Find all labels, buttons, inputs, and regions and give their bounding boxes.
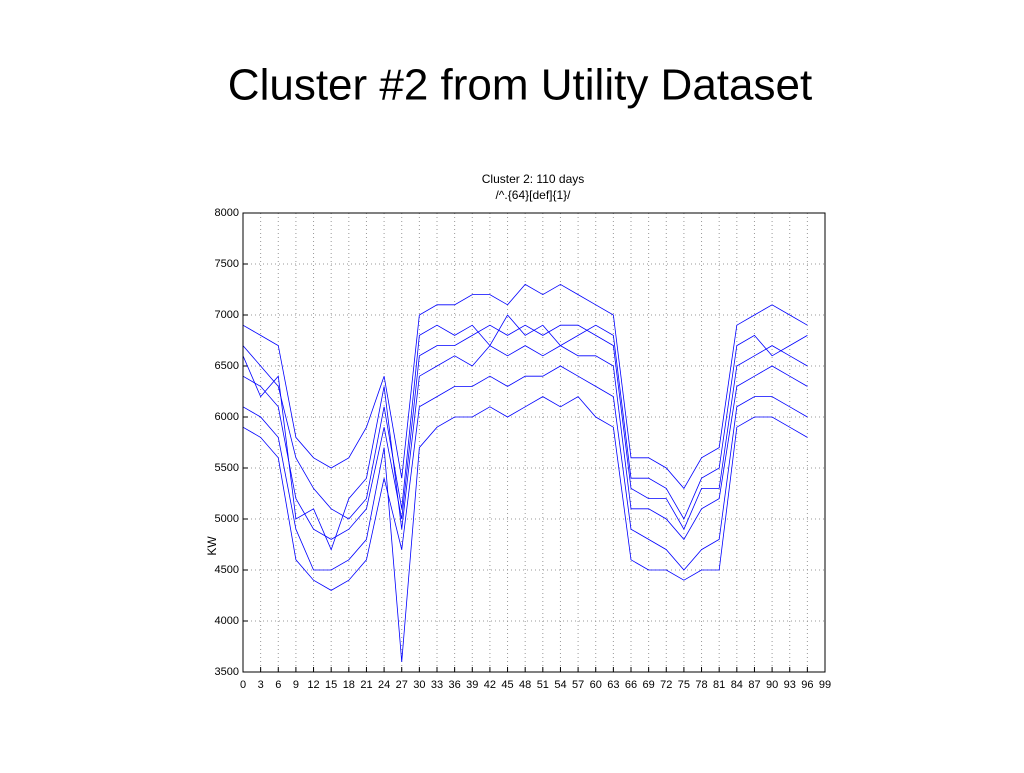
x-tick-label: 33 — [431, 679, 443, 691]
y-tick-label: 5500 — [215, 462, 239, 474]
x-tick-label: 24 — [378, 679, 390, 691]
x-tick-label: 30 — [413, 679, 425, 691]
x-tick-label: 48 — [519, 679, 531, 691]
x-tick-label: 96 — [801, 679, 813, 691]
chart-title: Cluster 2: 110 days — [482, 172, 585, 186]
chart-subtitle: /^.{64}[def]{1}/ — [495, 188, 571, 202]
y-tick-label: 7500 — [215, 258, 239, 270]
x-tick-label: 0 — [240, 679, 246, 691]
y-tick-label: 7000 — [215, 309, 239, 321]
series-line — [243, 283, 808, 490]
y-tick-label: 4500 — [215, 564, 239, 576]
series-line — [243, 314, 808, 520]
x-tick-label: 18 — [343, 679, 355, 691]
y-tick-label: 3500 — [215, 666, 239, 678]
x-tick-label: 45 — [501, 679, 513, 691]
x-tick-label: 75 — [678, 679, 690, 691]
x-tick-label: 21 — [360, 679, 372, 691]
x-tick-label: 3 — [258, 679, 264, 691]
x-tick-label: 81 — [713, 679, 725, 691]
x-tick-label: 84 — [731, 679, 743, 691]
x-tick-label: 63 — [607, 679, 619, 691]
x-tick-label: 39 — [466, 679, 478, 691]
y-axis-label: KW — [205, 536, 219, 556]
x-tick-label: 78 — [695, 679, 707, 691]
y-tick-label: 8000 — [215, 207, 239, 219]
x-tick-label: 99 — [819, 679, 831, 691]
x-tick-label: 72 — [660, 679, 672, 691]
x-tick-label: 60 — [590, 679, 602, 691]
x-tick-label: 12 — [307, 679, 319, 691]
slide-title: Cluster #2 from Utility Dataset — [228, 61, 812, 110]
x-tick-label: 9 — [293, 679, 299, 691]
series-line — [243, 365, 808, 591]
series-line — [243, 324, 808, 540]
y-tick-label: 5000 — [215, 513, 239, 525]
x-tick-label: 66 — [625, 679, 637, 691]
x-tick-label: 6 — [275, 679, 281, 691]
x-tick-label: 87 — [748, 679, 760, 691]
x-tick-label: 27 — [396, 679, 408, 691]
x-tick-label: 54 — [554, 679, 566, 691]
x-tick-label: 93 — [784, 679, 796, 691]
x-tick-label: 90 — [766, 679, 778, 691]
series-line — [243, 345, 808, 551]
y-tick-label: 6500 — [215, 360, 239, 372]
y-tick-label: 4000 — [215, 615, 239, 627]
x-tick-label: 36 — [449, 679, 461, 691]
x-tick-label: 51 — [537, 679, 549, 691]
x-tick-label: 57 — [572, 679, 584, 691]
y-tick-label: 6000 — [215, 411, 239, 423]
x-tick-label: 69 — [643, 679, 655, 691]
x-tick-label: 42 — [484, 679, 496, 691]
series-line — [243, 396, 808, 662]
x-tick-label: 15 — [325, 679, 337, 691]
plot-frame — [242, 212, 826, 673]
